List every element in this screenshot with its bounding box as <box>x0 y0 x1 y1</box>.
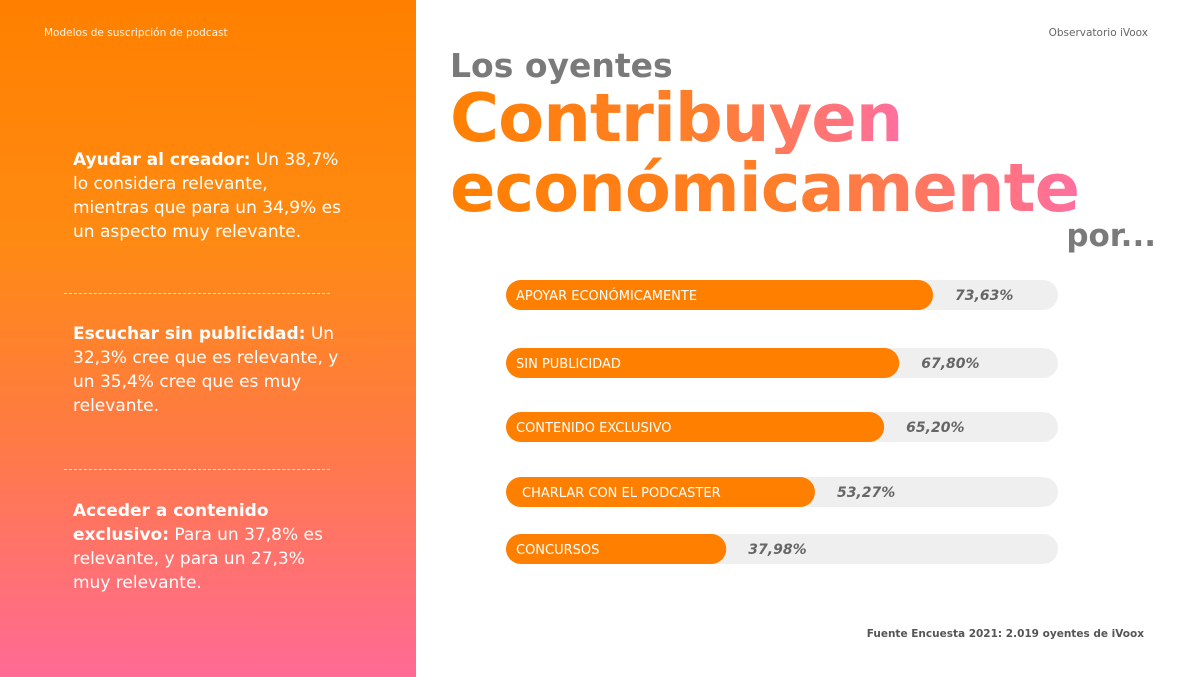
source-note: Fuente Encuesta 2021: 2.019 oyentes de i… <box>866 628 1144 640</box>
category-label: CHARLAR CON EL PODCASTER <box>522 486 721 501</box>
bar-1 <box>506 348 900 378</box>
divider <box>64 293 330 294</box>
bar-2 <box>506 412 885 442</box>
category-label: CONTENIDO EXCLUSIVO <box>516 421 671 436</box>
insight-text: Un 32,3% cree que es relevante, y un 35,… <box>73 324 339 416</box>
bar-0 <box>506 280 934 310</box>
insight-text: Un 38,7% lo considera relevante, mientra… <box>73 150 341 242</box>
category-label: CONCURSOS <box>516 543 599 558</box>
bar-4 <box>506 534 727 564</box>
insight-ayudar-creador: Ayudar al creador: Un 38,7% lo considera… <box>73 148 343 244</box>
title-line-3: económicamente <box>450 149 1080 227</box>
divider <box>64 469 330 470</box>
title-line-4: por... <box>1066 218 1156 254</box>
category-label: SIN PUBLICIDAD <box>516 357 621 372</box>
bar-3 <box>506 477 815 507</box>
value-label: 73,63% <box>955 288 1013 304</box>
value-label: 37,98% <box>748 542 806 558</box>
title-line-2: Contribuyen <box>450 79 903 157</box>
presentation-section-title: Modelos de suscripción de podcast <box>44 27 228 39</box>
insight-text: Para un 37,8% es relevante, y para un 27… <box>73 525 323 593</box>
brand-label: Observatorio iVoox <box>1048 27 1148 39</box>
insight-heading: Acceder a contenido exclusivo: <box>73 501 269 545</box>
value-label: 67,80% <box>921 356 979 372</box>
insight-sin-publicidad: Escuchar sin publicidad: Un 32,3% cree q… <box>73 322 343 418</box>
title-line-1: Los oyentes <box>450 46 673 85</box>
insight-contenido-exclusivo: Acceder a contenido exclusivo: Para un 3… <box>73 499 343 595</box>
insight-heading: Escuchar sin publicidad: <box>73 324 306 344</box>
value-label: 65,20% <box>906 420 964 436</box>
category-label: APOYAR ECONÓMICAMENTE <box>516 288 697 304</box>
value-label: 53,27% <box>837 485 895 501</box>
left-panel: Modelos de suscripción de podcast Ayudar… <box>0 0 416 677</box>
insight-heading: Ayudar al creador: <box>73 150 251 170</box>
